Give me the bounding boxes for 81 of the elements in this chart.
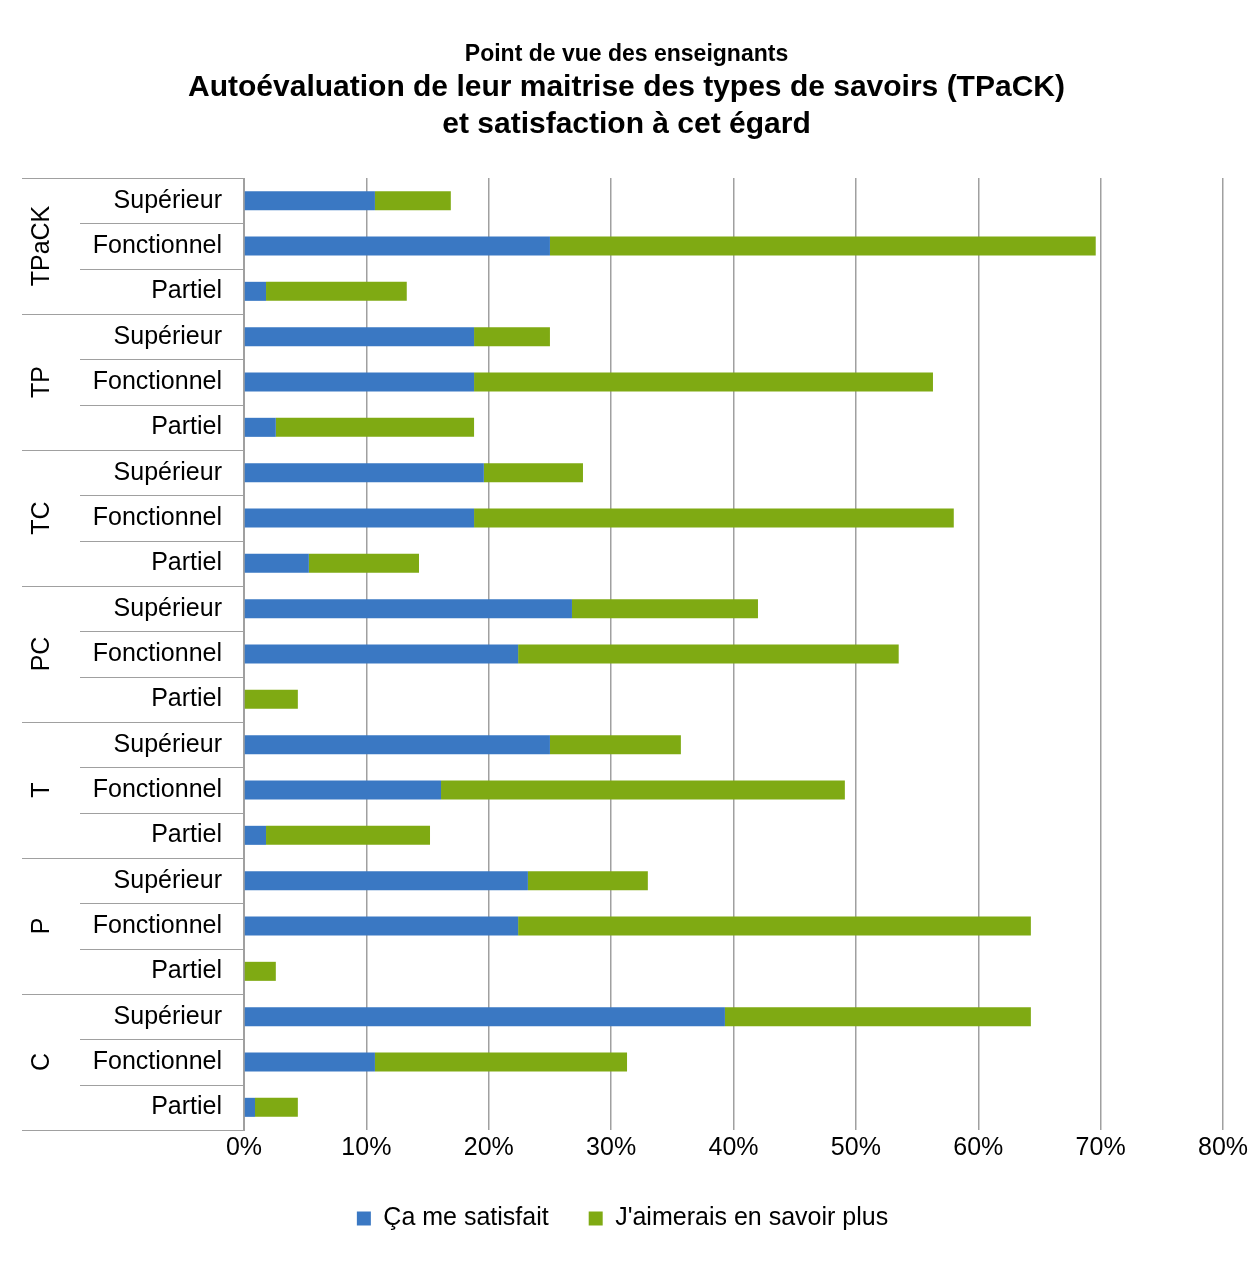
x-tick-label: 40% <box>708 1131 759 1160</box>
bar <box>549 735 681 755</box>
x-tick-label: 70% <box>1075 1131 1126 1160</box>
y-tick-label: Partiel <box>151 1091 222 1120</box>
bar <box>724 1007 1031 1027</box>
y-tick-label: Supérieur <box>113 1000 222 1029</box>
bar <box>374 191 451 211</box>
bar <box>308 553 419 573</box>
bar <box>244 508 475 528</box>
y-tick-label: Partiel <box>151 411 222 440</box>
bar <box>474 372 933 392</box>
y-tick-label: Partiel <box>151 547 222 576</box>
chart-subtitle: Point de vue des enseignants <box>463 39 790 67</box>
y-tick-label: Partiel <box>151 683 222 712</box>
bar <box>518 916 1031 936</box>
bar <box>244 327 475 347</box>
text: TP <box>25 366 54 398</box>
x-tick-label: 0% <box>225 1131 263 1160</box>
bar <box>255 1097 298 1117</box>
y-tick-label: Supérieur <box>113 320 222 349</box>
bar <box>374 1052 628 1072</box>
text: PC <box>25 636 54 672</box>
bar <box>244 417 276 437</box>
x-tick-label: 30% <box>586 1131 637 1160</box>
bar <box>244 236 550 256</box>
y-tick-label: Fonctionnel <box>92 1045 222 1074</box>
bar <box>244 191 375 211</box>
bar <box>474 327 550 347</box>
y-tick-label: Supérieur <box>113 184 222 213</box>
bar <box>266 281 407 301</box>
y-tick-label: Fonctionnel <box>92 501 222 530</box>
bar <box>244 553 309 573</box>
bar <box>571 599 758 619</box>
bar <box>244 735 550 755</box>
bar <box>244 961 276 981</box>
legend-label: J'aimerais en savoir plus <box>615 1202 889 1231</box>
x-tick-label: 60% <box>953 1131 1004 1160</box>
bar <box>244 780 442 800</box>
x-tick-label: 80% <box>1197 1131 1249 1160</box>
bar <box>244 689 298 709</box>
x-tick-label: 20% <box>463 1131 514 1160</box>
text: TPaCK <box>25 205 54 287</box>
y-tick-label: Supérieur <box>113 592 222 621</box>
bar <box>244 1052 375 1072</box>
y-tick-label: Fonctionnel <box>92 637 222 666</box>
bar <box>244 916 519 936</box>
y-tick-label: Supérieur <box>113 864 222 893</box>
y-tick-label: Fonctionnel <box>92 365 222 394</box>
y-tick-label: Supérieur <box>113 728 222 757</box>
bar <box>244 871 528 891</box>
bar <box>441 780 845 800</box>
x-tick-label: 50% <box>830 1131 881 1160</box>
bar <box>518 644 899 664</box>
text: P <box>25 917 54 935</box>
bar <box>244 599 572 619</box>
bar <box>483 463 583 483</box>
bar <box>549 236 1096 256</box>
bar <box>244 281 267 301</box>
y-tick-label: Fonctionnel <box>92 909 222 938</box>
bar <box>266 825 431 845</box>
y-tick-label: Partiel <box>151 955 222 984</box>
bar <box>275 417 475 437</box>
bar <box>244 1097 256 1117</box>
bar <box>244 644 519 664</box>
bar <box>474 508 954 528</box>
y-tick-label: Fonctionnel <box>92 229 222 258</box>
y-tick-label: Partiel <box>151 275 222 304</box>
y-tick-label: Fonctionnel <box>92 773 222 802</box>
y-tick-label: Supérieur <box>113 456 222 485</box>
text: T <box>25 782 54 798</box>
bar <box>244 825 267 845</box>
bar <box>244 372 475 392</box>
bar <box>527 871 648 891</box>
bar <box>244 463 484 483</box>
y-tick-label: Partiel <box>151 819 222 848</box>
bar <box>244 1007 725 1027</box>
chart-title: Autoévaluation de leur maitrise des types de savoirs (TPaCK) et satisfaction à cet égard <box>187 68 1066 141</box>
text: TC <box>25 501 54 535</box>
legend-label: Ça me satisfait <box>383 1202 549 1231</box>
text: C <box>25 1052 54 1072</box>
x-tick-label: 10% <box>341 1131 392 1160</box>
